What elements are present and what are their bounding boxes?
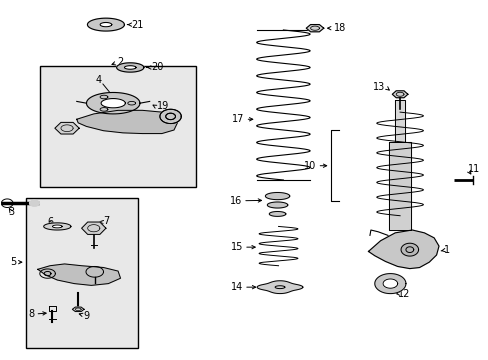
Polygon shape — [374, 274, 405, 294]
Polygon shape — [269, 212, 285, 216]
Text: 5: 5 — [10, 257, 16, 267]
Text: 1: 1 — [443, 245, 449, 255]
Bar — [26, 198, 137, 348]
Polygon shape — [38, 264, 120, 285]
Text: 12: 12 — [397, 289, 409, 299]
Polygon shape — [43, 223, 71, 230]
Polygon shape — [388, 143, 410, 230]
Polygon shape — [117, 63, 143, 72]
Text: 7: 7 — [103, 216, 109, 226]
Polygon shape — [124, 66, 136, 69]
Polygon shape — [160, 109, 181, 123]
Text: 4: 4 — [95, 75, 102, 85]
Text: 17: 17 — [232, 114, 244, 124]
Text: 8: 8 — [28, 309, 34, 319]
Text: 11: 11 — [467, 163, 479, 174]
Text: 16: 16 — [229, 196, 242, 206]
Polygon shape — [400, 243, 418, 256]
Polygon shape — [77, 111, 177, 134]
Text: 3: 3 — [8, 207, 14, 217]
Polygon shape — [391, 91, 407, 98]
Polygon shape — [72, 307, 84, 311]
Polygon shape — [382, 279, 397, 288]
Polygon shape — [101, 99, 125, 108]
Text: 9: 9 — [83, 311, 89, 321]
Text: 2: 2 — [117, 57, 123, 67]
Text: 19: 19 — [157, 101, 169, 111]
Polygon shape — [55, 122, 79, 134]
Polygon shape — [265, 193, 289, 200]
Text: 15: 15 — [230, 242, 243, 252]
Text: 18: 18 — [333, 23, 345, 33]
Polygon shape — [81, 222, 106, 234]
Polygon shape — [87, 18, 124, 31]
Text: 6: 6 — [47, 217, 53, 227]
Polygon shape — [52, 225, 62, 228]
Polygon shape — [257, 281, 302, 293]
Text: 13: 13 — [372, 82, 385, 92]
Polygon shape — [394, 100, 405, 143]
Text: 20: 20 — [151, 63, 163, 72]
Polygon shape — [86, 93, 140, 114]
Polygon shape — [267, 202, 287, 208]
Polygon shape — [305, 24, 323, 32]
Polygon shape — [100, 22, 112, 27]
Polygon shape — [30, 201, 39, 206]
Bar — [40, 66, 196, 187]
Polygon shape — [368, 230, 438, 269]
Text: 14: 14 — [230, 282, 243, 292]
Text: 10: 10 — [304, 161, 316, 171]
Text: 21: 21 — [131, 19, 144, 30]
